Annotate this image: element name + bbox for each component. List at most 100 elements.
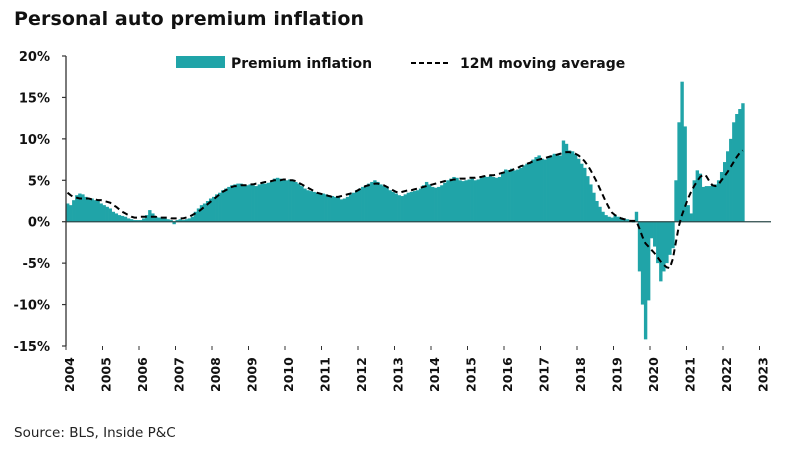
bar (671, 221, 675, 249)
bar (534, 157, 538, 222)
bar (415, 190, 420, 222)
bar (640, 221, 645, 305)
bar (543, 159, 547, 222)
bar (592, 192, 596, 222)
bar (577, 158, 581, 222)
x-tick-label: 2022 (719, 357, 734, 392)
bar (406, 192, 411, 222)
bar (230, 185, 234, 222)
bar (190, 216, 195, 222)
bar (704, 186, 709, 222)
bar (504, 169, 508, 222)
bar (148, 210, 152, 222)
bar (87, 198, 91, 222)
bar (321, 193, 325, 222)
bar (254, 186, 258, 222)
x-tick-label: 2011 (318, 357, 333, 392)
bar (659, 221, 663, 282)
bar (516, 169, 520, 222)
bar (394, 193, 398, 222)
bar (218, 192, 222, 222)
bar (303, 188, 307, 222)
bar (546, 157, 550, 222)
bar (251, 185, 255, 222)
bar (370, 181, 374, 222)
bar (555, 154, 560, 222)
bar (437, 186, 441, 222)
bar (178, 219, 182, 222)
bar (567, 150, 572, 222)
bar (601, 211, 605, 222)
bar (598, 206, 602, 222)
bar (245, 185, 249, 222)
bar (412, 191, 417, 222)
bar (379, 184, 383, 222)
bar (500, 172, 505, 222)
bar (707, 186, 712, 222)
bar (443, 182, 447, 222)
bar (114, 213, 119, 222)
bar (367, 183, 371, 222)
bar (695, 170, 700, 222)
bar (275, 177, 280, 222)
bar (187, 218, 192, 222)
bar (604, 215, 608, 222)
bar (519, 167, 523, 222)
bar (650, 221, 654, 239)
bar (281, 179, 286, 222)
bar (345, 196, 350, 222)
bar (729, 138, 733, 222)
bar (473, 180, 477, 222)
bar (196, 208, 201, 222)
bar (212, 196, 216, 222)
y-tick-label: -5% (23, 257, 50, 272)
bar (300, 186, 304, 222)
bar (610, 217, 614, 222)
bar (263, 183, 268, 222)
bar (236, 183, 240, 222)
bar (732, 122, 736, 222)
bar (537, 155, 541, 222)
bar (558, 155, 563, 222)
bar (701, 186, 706, 222)
x-tick-label: 2009 (245, 357, 260, 392)
bar (497, 176, 502, 222)
y-tick-label: -15% (13, 340, 50, 355)
bar (458, 180, 462, 222)
bar (656, 221, 660, 264)
bar (735, 114, 739, 222)
x-tick-label: 2019 (610, 357, 625, 392)
bar (135, 220, 140, 222)
bar (391, 191, 395, 222)
y-tick-label: 15% (19, 91, 50, 106)
bar (333, 196, 338, 222)
bar (561, 140, 566, 222)
bar (540, 158, 544, 222)
bar (677, 122, 681, 222)
bar (376, 181, 380, 222)
bar (449, 178, 453, 222)
bar (285, 180, 289, 222)
bar (175, 220, 179, 222)
bar (172, 221, 176, 225)
bar (491, 176, 496, 222)
bar (132, 220, 137, 222)
y-axis: 20% 15% 10% 5% 0% -5% -10% -15% (13, 50, 67, 355)
bar (403, 194, 408, 222)
bar (139, 220, 143, 222)
bar (248, 184, 252, 222)
bar (531, 159, 535, 222)
x-tick-label: 2008 (208, 357, 223, 392)
bar (385, 187, 389, 222)
bar (96, 201, 100, 222)
bar (99, 203, 103, 222)
x-tick-label: 2010 (281, 357, 296, 392)
bar (193, 211, 198, 222)
bar (142, 218, 146, 222)
x-tick-label: 2014 (427, 357, 442, 392)
bar (726, 151, 730, 222)
x-tick-label: 2004 (62, 357, 77, 392)
bar (208, 198, 213, 222)
bar (108, 208, 112, 222)
